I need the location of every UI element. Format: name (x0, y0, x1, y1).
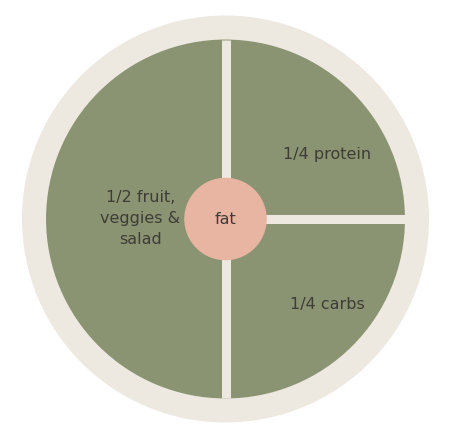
Wedge shape (46, 39, 226, 399)
Wedge shape (226, 219, 405, 399)
Text: 1/2 fruit,
veggies &
salad: 1/2 fruit, veggies & salad (100, 191, 180, 247)
Wedge shape (226, 39, 405, 219)
Circle shape (23, 16, 428, 422)
Circle shape (185, 178, 266, 260)
Text: 1/4 carbs: 1/4 carbs (290, 297, 364, 312)
Text: fat: fat (215, 212, 236, 226)
Text: 1/4 protein: 1/4 protein (283, 147, 371, 162)
